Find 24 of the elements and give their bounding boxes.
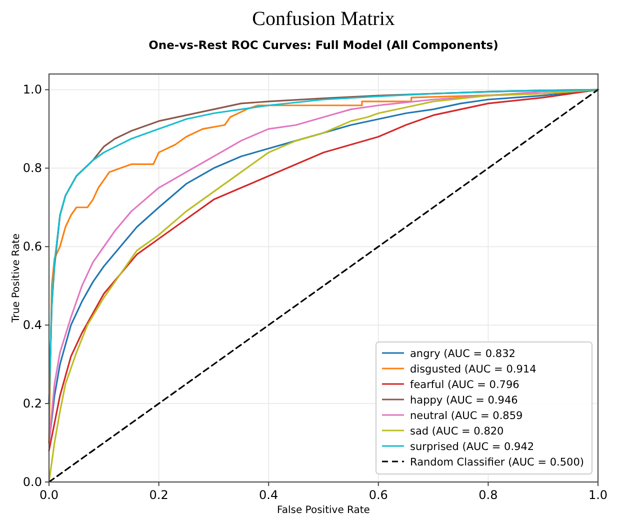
y-tick-label: 0.8: [22, 161, 42, 176]
legend-label: surprised (AUC = 0.942: [410, 441, 534, 453]
legend-label: neutral (AUC = 0.859: [410, 410, 523, 422]
legend-label: happy (AUC = 0.946: [410, 394, 518, 406]
x-tick-label: 0.0: [39, 488, 59, 502]
y-tick-label: 0.0: [22, 475, 42, 489]
legend-label: sad (AUC = 0.820: [410, 426, 504, 438]
chart-title: Confusion Matrix: [252, 8, 395, 30]
legend-label: Random Classifier (AUC = 0.500): [410, 456, 584, 468]
legend-label: angry (AUC = 0.832: [410, 348, 516, 360]
x-axis-title: False Positive Rate: [277, 505, 370, 516]
y-axis-title: True Positive Rate: [11, 233, 22, 324]
x-tick-label: 0.2: [149, 488, 168, 502]
x-tick-label: 0.4: [259, 488, 278, 502]
y-tick-label: 0.4: [22, 318, 42, 332]
x-tick-label: 0.6: [368, 488, 388, 502]
y-tick-label: 0.2: [22, 396, 42, 411]
chart-subtitle: One-vs-Rest ROC Curves: Full Model (All Components): [148, 38, 498, 52]
y-tick-label: 1.0: [22, 82, 42, 97]
x-tick-label: 1.0: [588, 488, 608, 502]
x-tick-label: 0.8: [478, 488, 498, 502]
legend-label: fearful (AUC = 0.796: [410, 379, 520, 391]
legend-label: disgusted (AUC = 0.914: [410, 364, 537, 376]
y-tick-label: 0.6: [22, 240, 42, 254]
